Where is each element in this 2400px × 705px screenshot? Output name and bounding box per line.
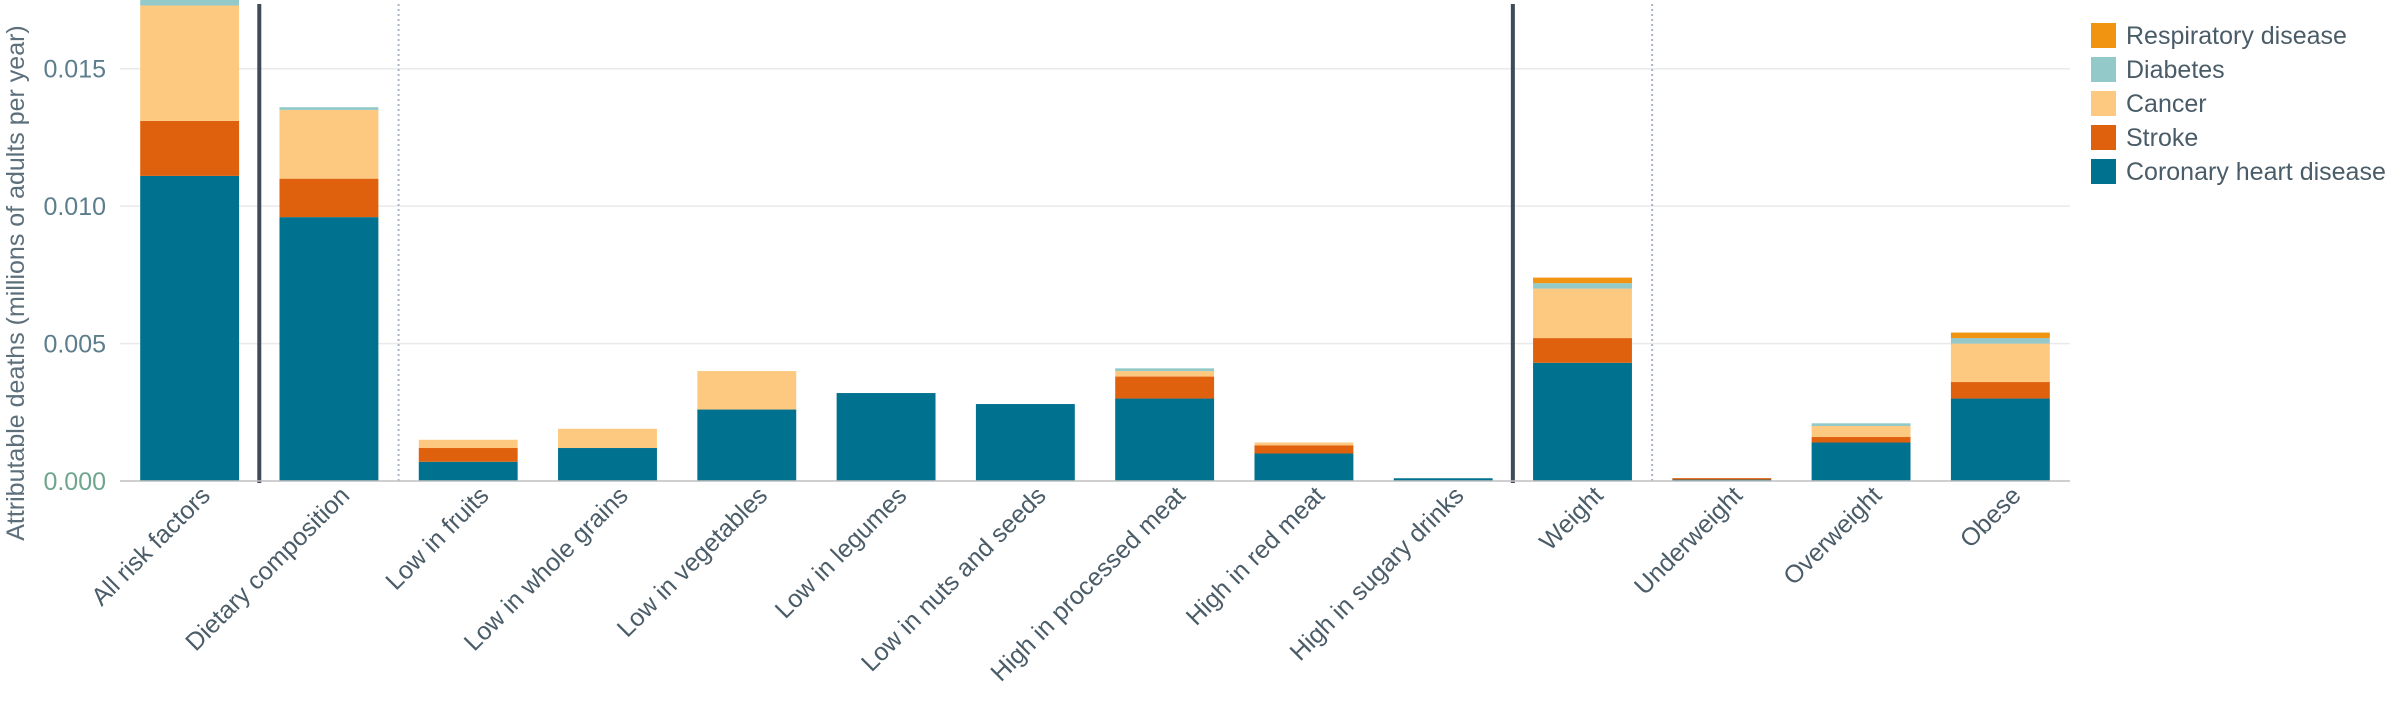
y-tick-label: 0.010 — [43, 193, 106, 221]
bar-coronary-heart-disease — [1533, 362, 1632, 481]
x-tick-label: Weight — [1534, 481, 1609, 556]
bar-coronary-heart-disease — [836, 393, 936, 481]
bar-diabetes — [279, 107, 379, 110]
legend-swatch — [2091, 159, 2116, 184]
y-tick-label: 0.000 — [43, 468, 106, 496]
bar-stroke — [1254, 445, 1354, 454]
bar-diabetes — [1115, 368, 1215, 372]
bar-coronary-heart-disease — [279, 217, 379, 481]
bar-cancer — [1115, 371, 1215, 377]
bar-stroke — [140, 120, 240, 176]
legend-label: Coronary heart disease — [2126, 158, 2386, 186]
x-tick-label: All risk factors — [86, 481, 216, 611]
legend-label: Diabetes — [2126, 56, 2225, 84]
x-tick-label: Overweight — [1778, 481, 1887, 590]
bar-stroke — [1115, 376, 1215, 399]
bar-coronary-heart-disease — [1950, 398, 2050, 481]
x-tick-label: Obese — [1955, 481, 2027, 553]
bar-cancer — [1254, 442, 1354, 446]
bar-stroke — [418, 448, 518, 462]
bar-cancer — [697, 371, 797, 410]
bar-coronary-heart-disease — [558, 448, 657, 481]
legend-label: Cancer — [2126, 90, 2207, 118]
bar-diabetes — [1950, 338, 2050, 344]
bar-coronary-heart-disease — [418, 461, 518, 481]
x-tick-label: Low in legumes — [770, 481, 913, 624]
legend: Respiratory disease Diabetes Cancer Stroke C… — [2091, 22, 2386, 186]
bar-cancer — [418, 439, 518, 449]
y-tick-label: 0.015 — [43, 56, 106, 84]
legend-swatch — [2091, 57, 2116, 82]
y-tick-labels: 0.000 0.005 0.010 0.015 — [43, 56, 106, 496]
bar-respiratory-disease — [1533, 277, 1632, 284]
x-tick-label: Low in fruits — [380, 481, 494, 595]
bar-coronary-heart-disease — [975, 404, 1075, 481]
bar-coronary-heart-disease — [697, 409, 797, 481]
legend-swatch — [2091, 91, 2116, 116]
y-tick-label: 0.005 — [43, 331, 106, 359]
bar-diabetes — [1811, 423, 1911, 427]
separator-layer — [257, 4, 1654, 483]
x-tick-label: Low in vegetables — [612, 481, 773, 642]
bar-cancer — [279, 109, 379, 179]
x-tick-label: Underweight — [1629, 481, 1748, 600]
bar-coronary-heart-disease — [1393, 478, 1493, 481]
bar-stroke — [1672, 478, 1772, 480]
bar-cancer — [1950, 343, 2050, 383]
y-axis-label: Attributable deaths (millions of adults … — [2, 25, 30, 541]
bar-cancer — [140, 5, 240, 121]
bar-cancer — [558, 428, 657, 449]
bar-stroke — [279, 178, 379, 218]
bar-coronary-heart-disease — [1254, 453, 1354, 481]
bar-respiratory-disease — [1950, 332, 2050, 339]
legend-label: Respiratory disease — [2126, 22, 2347, 50]
bar-stroke — [1533, 338, 1632, 363]
legend-swatch — [2091, 125, 2116, 150]
grid-layer — [120, 67, 2070, 345]
x-tick-label: High in red meat — [1181, 481, 1331, 631]
bar-cancer — [1811, 426, 1911, 438]
bar-stroke — [1950, 382, 2050, 399]
bar-diabetes — [140, 0, 240, 6]
bar-coronary-heart-disease — [140, 175, 240, 481]
bars-layer — [140, 0, 2050, 481]
legend-swatch — [2091, 23, 2116, 48]
bar-diabetes — [1533, 283, 1632, 289]
bar-coronary-heart-disease — [1115, 398, 1215, 481]
bar-coronary-heart-disease — [1811, 442, 1911, 481]
bar-stroke — [1811, 437, 1911, 443]
legend-label: Stroke — [2126, 124, 2198, 152]
bar-cancer — [1533, 288, 1632, 339]
